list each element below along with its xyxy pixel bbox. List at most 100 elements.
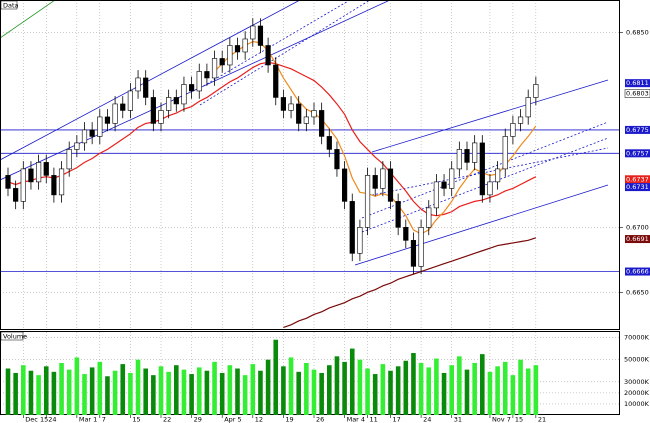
volume-bar: [327, 365, 332, 415]
candle-body: [250, 25, 256, 40]
candle-body: [181, 84, 187, 105]
price-marker-label: 0.6666: [626, 268, 649, 276]
volume-bar: [441, 372, 447, 415]
x-tick-label: 15: [515, 416, 523, 423]
candle-body: [127, 90, 134, 111]
volume-bar: [219, 372, 225, 415]
volume-bar: [128, 372, 133, 415]
x-tick-label: 15: [132, 416, 140, 423]
volume-bar: [250, 364, 256, 415]
candle-body: [143, 77, 149, 98]
candle-body: [227, 45, 233, 66]
pane-title-box: [0, 0, 18, 10]
volume-bar: [464, 369, 470, 415]
price-marker: [625, 125, 650, 134]
volume-bar: [334, 356, 340, 415]
volume-bar: [281, 366, 286, 415]
moving-average: [7, 61, 537, 217]
volume-bar: [418, 362, 424, 415]
candle-body: [66, 149, 72, 170]
candle-body: [380, 168, 386, 189]
candle-body: [89, 129, 95, 137]
volume-bar: [212, 361, 217, 415]
y-tick-label: 0.6850: [626, 28, 649, 36]
candle-body: [173, 97, 179, 105]
x-tick-label: 24: [48, 416, 56, 423]
candle-body: [395, 201, 401, 228]
candle-body: [387, 168, 394, 202]
price-marker-label: 0.6737: [626, 175, 649, 183]
trend-line: [371, 147, 609, 196]
candle-body: [196, 71, 202, 92]
volume-bar: [151, 375, 156, 415]
x-tick-label: 11: [370, 416, 378, 423]
volume-bar: [357, 359, 363, 415]
volume-bar: [403, 360, 409, 415]
candle-body: [410, 240, 417, 267]
volume-bar: [480, 354, 485, 415]
y-tick-label: 70000K: [624, 334, 650, 342]
volume-bar: [472, 362, 477, 415]
volume-bar: [273, 339, 279, 415]
x-tick-label: 21: [538, 416, 546, 423]
candle-body: [219, 58, 225, 66]
volume-bar: [380, 364, 386, 415]
candle-body: [456, 149, 462, 170]
volume-bar: [143, 368, 148, 415]
candle-body: [441, 181, 447, 189]
volume-bar: [319, 372, 324, 415]
candle-body: [372, 175, 378, 189]
price-marker-label: 0.6757: [626, 149, 649, 157]
volume-bar: [457, 356, 462, 415]
volume-bar: [342, 361, 347, 415]
candle-body: [58, 168, 65, 196]
price-marker-label: 0.6691: [626, 235, 649, 243]
volume-bar: [59, 362, 64, 415]
volume-bar: [120, 364, 126, 415]
volume-bar: [97, 361, 103, 415]
volume-bar: [82, 374, 87, 415]
volume-bar: [189, 374, 194, 415]
candle-body: [487, 181, 493, 196]
price-marker: [625, 183, 650, 192]
candle-body: [334, 149, 340, 170]
volume-bar: [258, 370, 263, 415]
x-tick-label: Apr 5: [224, 416, 241, 423]
candle-body: [357, 227, 363, 254]
candle-body: [517, 116, 524, 124]
candle-body: [74, 142, 80, 150]
volume-bar: [449, 365, 454, 415]
candle-body: [273, 64, 279, 98]
x-tick-label: 31: [454, 416, 462, 423]
candle-body: [35, 162, 42, 183]
volume-bar: [89, 367, 95, 415]
trend-line: [0, 0, 301, 161]
volume-bar: [365, 368, 370, 415]
price-marker-label: 0.6811: [626, 79, 649, 87]
candle-body: [479, 142, 485, 196]
trend-line: [354, 184, 609, 266]
price-marker: [625, 267, 650, 276]
volume-bar: [21, 365, 26, 415]
candle-body: [494, 168, 501, 183]
volume-bar: [181, 369, 187, 415]
y-tick-label: 50000K: [624, 356, 650, 364]
candle-body: [120, 103, 126, 111]
candle-body: [257, 25, 264, 46]
trend-line: [199, 0, 371, 106]
volume-bar: [426, 367, 432, 415]
volume-bar: [372, 374, 378, 415]
candle-body: [418, 227, 424, 267]
price-pane-border: [0, 0, 620, 330]
x-tick-label: 24: [423, 416, 431, 423]
x-tick-label: 22: [163, 416, 171, 423]
candle-body: [158, 110, 164, 124]
candle-body: [135, 77, 141, 92]
volume-bar: [43, 366, 49, 415]
price-marker: [625, 79, 650, 88]
volume-bar: [112, 370, 118, 415]
candle-body: [303, 116, 309, 124]
volume-bar: [51, 371, 57, 415]
volume-bar: [174, 365, 179, 415]
price-drawings: [0, 0, 609, 266]
